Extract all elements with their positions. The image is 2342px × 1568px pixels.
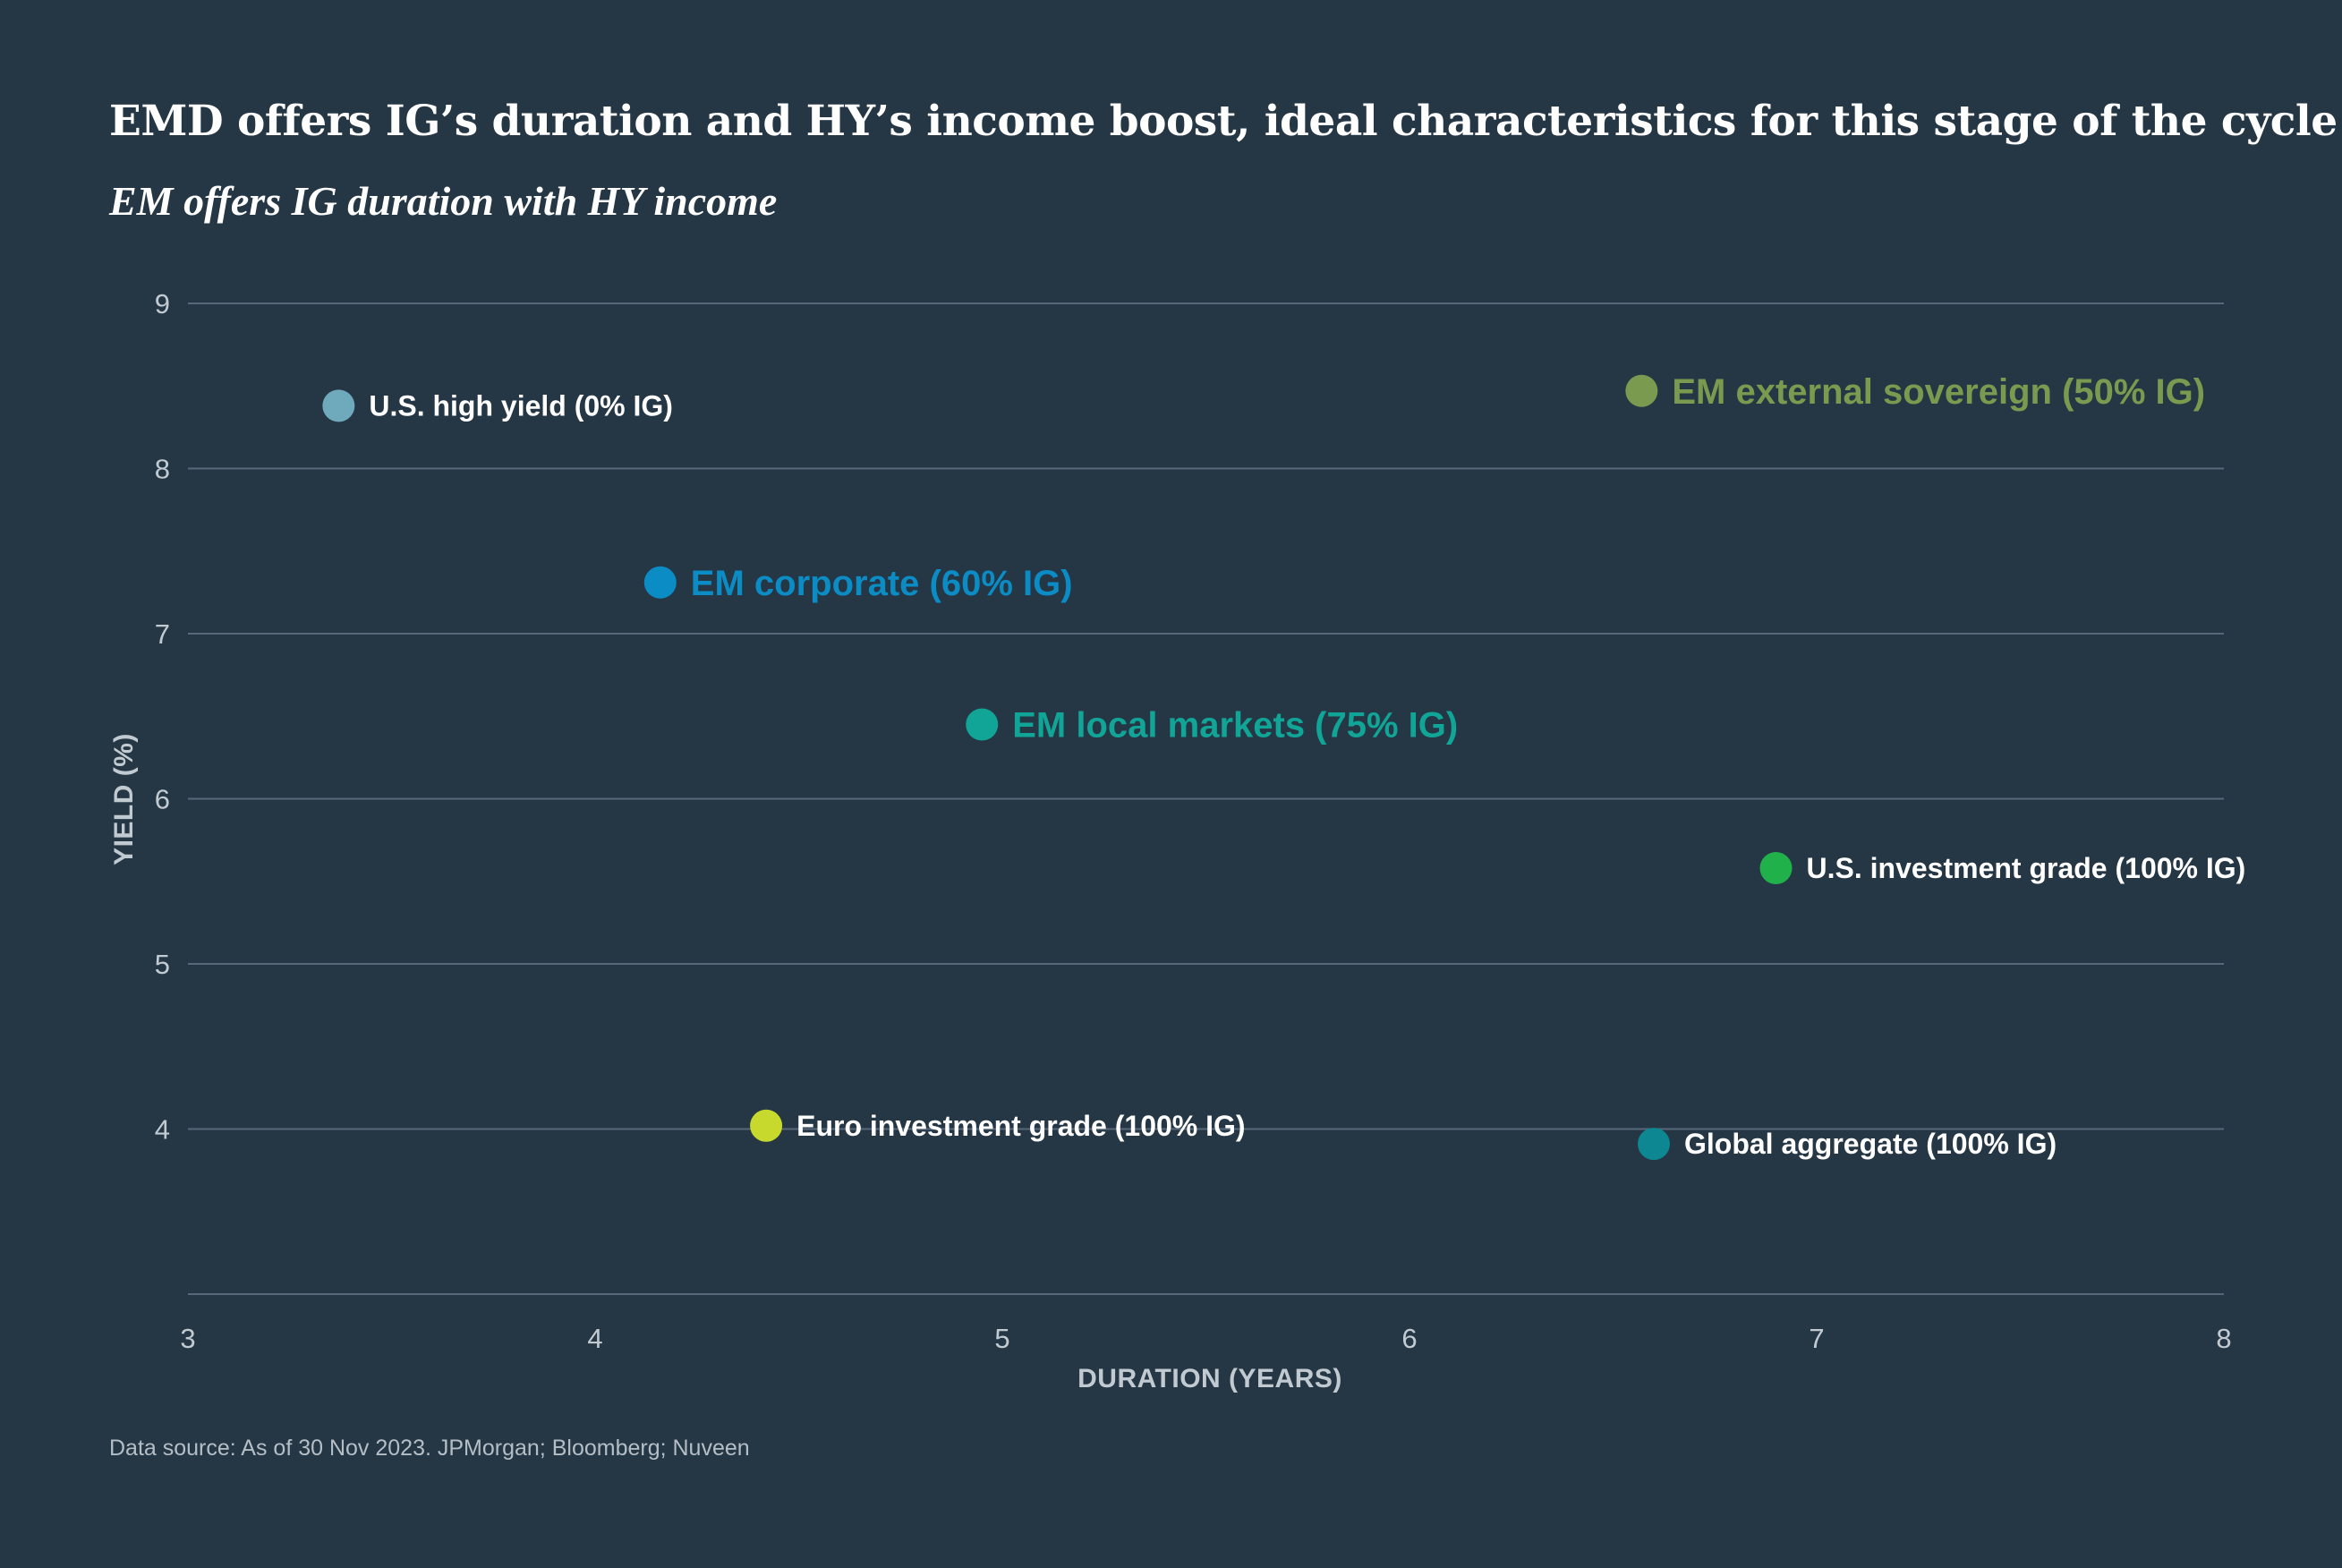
data-point: [1759, 851, 1793, 884]
data-point-label: EM corporate (60% IG): [691, 564, 1073, 603]
x-tick-label: 6: [1401, 1323, 1417, 1354]
data-point-group: EM external sovereign (50% IG): [1625, 372, 2205, 412]
data-point-group: Euro investment grade (100% IG): [750, 1109, 1246, 1142]
data-source-note: Data source: As of 30 Nov 2023. JPMorgan…: [109, 1436, 750, 1461]
gridlines: [188, 303, 2224, 1295]
chart-title: EMD offers IG’s duration and HY’s income…: [109, 97, 2338, 146]
data-point-label: U.S. investment grade (100% IG): [1807, 852, 2246, 884]
data-point: [966, 708, 999, 741]
y-axis-label: YIELD (%): [109, 733, 139, 865]
y-tick-label: 9: [155, 288, 170, 320]
y-tick-label: 8: [155, 454, 170, 485]
data-point-label: Global aggregate (100% IG): [1684, 1128, 2057, 1160]
data-point-group: U.S. high yield (0% IG): [322, 389, 673, 422]
data-point: [643, 566, 677, 599]
x-tick-label: 5: [994, 1323, 1009, 1354]
y-tick-label: 6: [155, 784, 170, 815]
x-axis-label: DURATION (YEARS): [1077, 1364, 1342, 1393]
data-point-label: U.S. high yield (0% IG): [369, 389, 673, 422]
x-tick-label: 8: [2216, 1323, 2231, 1354]
y-tick-label: 7: [155, 618, 170, 650]
data-point-group: Global aggregate (100% IG): [1638, 1128, 2057, 1161]
data-point-group: EM corporate (60% IG): [643, 564, 1073, 603]
data-point-label: Euro investment grade (100% IG): [796, 1110, 1245, 1142]
data-point: [1625, 374, 1658, 407]
x-tick-label: 3: [180, 1323, 195, 1354]
chart-subtitle: EM offers IG duration with HY income: [109, 178, 778, 224]
x-tick-label: 7: [1809, 1323, 1824, 1354]
axis-ticks: 4 5 6 7 8 9 3 4 5 6 7 8: [155, 288, 2232, 1354]
data-point: [750, 1109, 783, 1142]
data-point: [1638, 1128, 1670, 1161]
data-points: U.S. high yield (0% IG) EM external sover…: [322, 372, 2246, 1161]
data-point-label: EM local markets (75% IG): [1012, 705, 1458, 745]
data-point: [322, 389, 355, 422]
data-point-group: U.S. investment grade (100% IG): [1759, 851, 2246, 884]
x-tick-label: 4: [587, 1323, 602, 1354]
data-point-group: EM local markets (75% IG): [966, 705, 1458, 745]
y-tick-label: 4: [155, 1114, 170, 1146]
y-tick-label: 5: [155, 949, 170, 980]
data-point-label: EM external sovereign (50% IG): [1672, 372, 2205, 412]
